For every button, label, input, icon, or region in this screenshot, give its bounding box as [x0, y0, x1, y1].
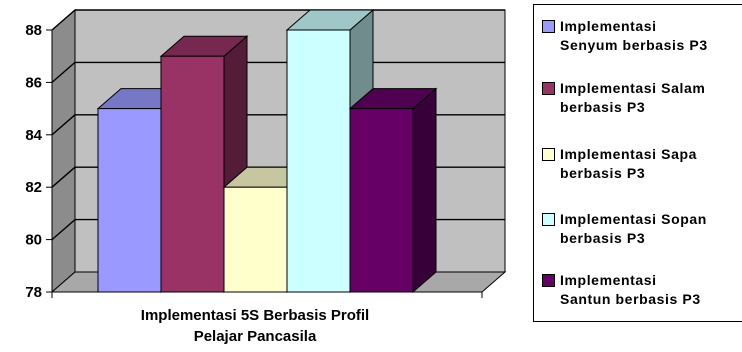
- x-axis-category-label: Pelajar Pancasila: [194, 328, 317, 345]
- bar-santun: [348, 87, 438, 294]
- gridline-side: [51, 61, 76, 83]
- y-tick-label: 78: [25, 284, 42, 301]
- y-tick-label: 80: [25, 232, 42, 249]
- gridline-side: [51, 219, 76, 241]
- legend-item-sopan: Implementasi Sopan berbasis P3: [542, 210, 707, 248]
- legend-label: Implementasi Senyum berbasis P3: [560, 18, 708, 53]
- gridline-side: [51, 9, 76, 31]
- legend-swatch: [542, 213, 555, 226]
- x-axis-category-label: Implementasi 5S Berbasis Profil: [141, 307, 369, 324]
- y-tick-label: 82: [25, 179, 42, 196]
- legend-item-salam: Implementasi Salam berbasis P3: [542, 79, 705, 117]
- legend-label: Implementasi Sopan berbasis P3: [560, 211, 707, 246]
- legend-swatch: [542, 274, 555, 287]
- legend-label: Implementasi Sapa berbasis P3: [560, 146, 698, 181]
- legend-label: Implementasi Santun berbasis P3: [560, 272, 701, 307]
- y-tick-label: 86: [25, 74, 42, 91]
- legend-item-senyum: Implementasi Senyum berbasis P3: [542, 17, 708, 55]
- legend-label: Implementasi Salam berbasis P3: [560, 80, 706, 115]
- legend-swatch: [542, 148, 555, 161]
- legend-item-santun: Implementasi Santun berbasis P3: [542, 271, 701, 309]
- gridline-side: [51, 166, 76, 188]
- legend-swatch: [542, 82, 555, 95]
- chart-legend: Implementasi Senyum berbasis P3 Implement…: [533, 4, 742, 322]
- y-tick-label: 84: [25, 127, 42, 144]
- legend-item-sapa: Implementasi Sapa berbasis P3: [542, 145, 697, 183]
- legend-swatch: [542, 20, 555, 33]
- side-wall: [51, 8, 76, 294]
- y-tick-label: 88: [25, 22, 42, 39]
- bar-chart: 78 80 82 84 86 88 Implementasi 5S Berbasis Pro…: [25, 8, 507, 345]
- gridline-side: [51, 114, 76, 136]
